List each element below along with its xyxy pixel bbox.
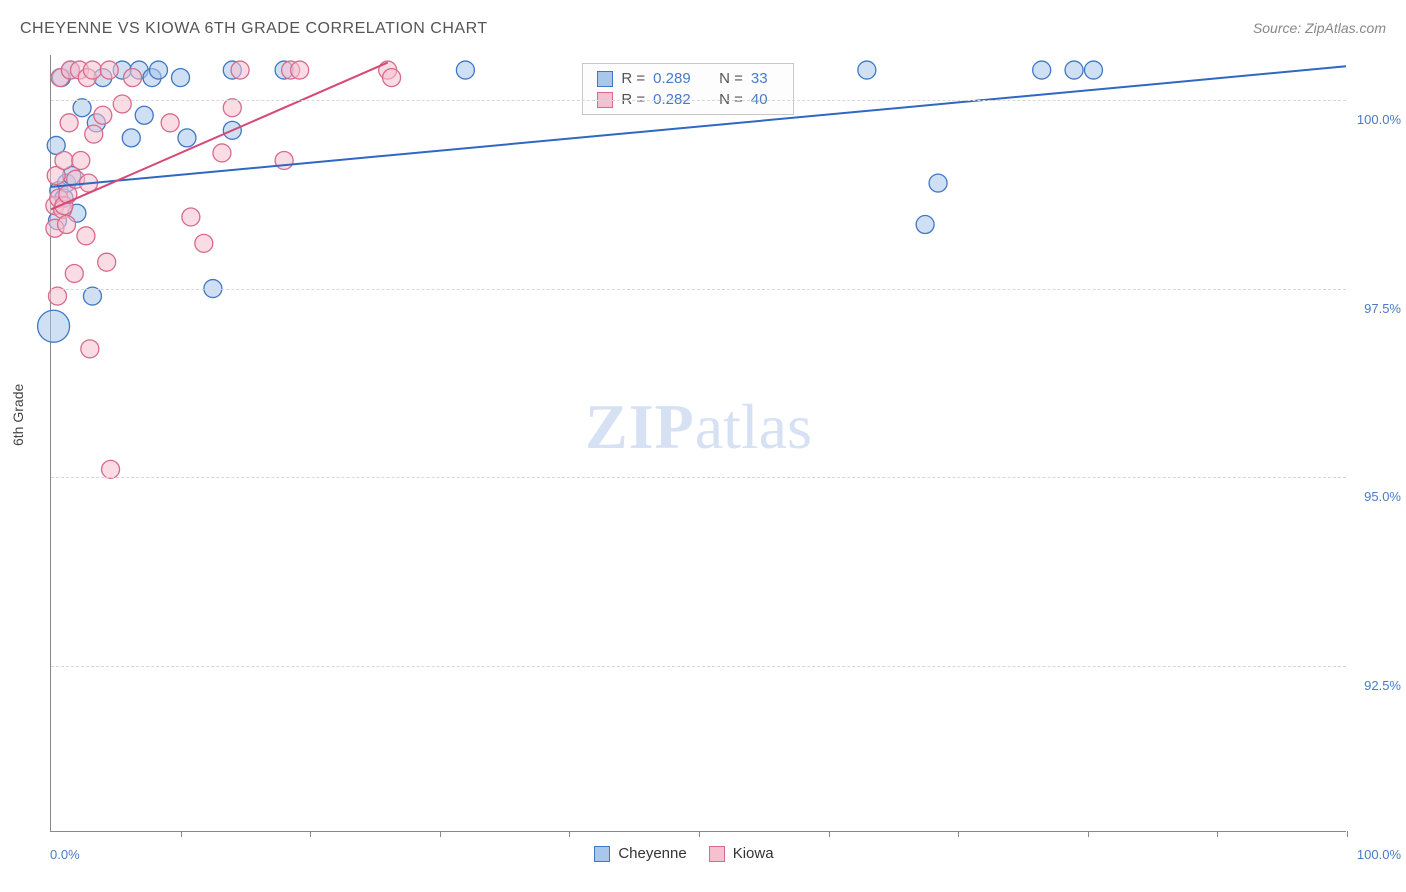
x-tick <box>1088 831 1089 837</box>
data-point <box>98 253 116 271</box>
plot-canvas: ZIPatlas R =0.289N =33R =0.282N =40 100.… <box>50 55 1346 832</box>
data-point <box>124 69 142 87</box>
plot-area: ZIPatlas R =0.289N =33R =0.282N =40 100.… <box>50 55 1346 832</box>
x-tick <box>569 831 570 837</box>
data-point <box>83 61 101 79</box>
y-tick-label: 95.0% <box>1351 489 1401 504</box>
x-tick <box>699 831 700 837</box>
grid-line <box>51 100 1346 101</box>
data-point <box>122 129 140 147</box>
grid-line <box>51 289 1346 290</box>
data-point <box>172 69 190 87</box>
data-point <box>102 460 120 478</box>
x-tick <box>181 831 182 837</box>
x-tick <box>958 831 959 837</box>
x-tick <box>1347 831 1348 837</box>
data-point <box>55 151 73 169</box>
data-point <box>275 151 293 169</box>
data-point <box>916 216 934 234</box>
chart-title: CHEYENNE VS KIOWA 6TH GRADE CORRELATION … <box>20 20 488 37</box>
data-point <box>178 129 196 147</box>
data-point <box>38 310 70 342</box>
data-point <box>195 234 213 252</box>
r-label: R = <box>621 70 645 87</box>
legend-swatch <box>594 846 610 862</box>
series-name: Kiowa <box>733 845 774 862</box>
series-legend: Cheyenne Kiowa <box>594 845 773 862</box>
n-label: N = <box>719 70 743 87</box>
y-axis-label: 6th Grade <box>10 384 26 446</box>
n-value: 33 <box>751 70 779 87</box>
data-point <box>72 151 90 169</box>
x-axis-max-label: 100.0% <box>1357 847 1401 862</box>
data-point <box>231 61 249 79</box>
series-legend-item: Cheyenne <box>594 845 686 862</box>
data-point <box>58 216 76 234</box>
r-value: 0.289 <box>653 70 703 87</box>
data-point <box>85 125 103 143</box>
data-point <box>213 144 231 162</box>
chart-header: CHEYENNE VS KIOWA 6TH GRADE CORRELATION … <box>20 20 1386 50</box>
y-tick-label: 100.0% <box>1351 112 1401 127</box>
data-point <box>929 174 947 192</box>
data-point <box>135 106 153 124</box>
grid-line <box>51 477 1346 478</box>
data-point <box>77 227 95 245</box>
x-axis-min-label: 0.0% <box>50 847 80 862</box>
data-point <box>60 114 78 132</box>
series-legend-item: Kiowa <box>709 845 774 862</box>
data-point <box>383 69 401 87</box>
data-point <box>149 61 167 79</box>
series-name: Cheyenne <box>618 845 686 862</box>
x-tick <box>1217 831 1218 837</box>
data-point <box>858 61 876 79</box>
legend-swatch <box>597 71 613 87</box>
x-tick <box>829 831 830 837</box>
y-tick-label: 92.5% <box>1351 678 1401 693</box>
data-point <box>291 61 309 79</box>
legend-swatch <box>709 846 725 862</box>
source-label: Source: ZipAtlas.com <box>1253 20 1386 36</box>
data-point <box>456 61 474 79</box>
correlation-legend-row: R = 0.289 N = 33 <box>583 68 793 89</box>
data-point <box>113 95 131 113</box>
data-point <box>182 208 200 226</box>
data-point <box>73 99 91 117</box>
grid-line <box>51 666 1346 667</box>
data-point <box>81 340 99 358</box>
data-point <box>100 61 118 79</box>
data-point <box>161 114 179 132</box>
y-tick-label: 97.5% <box>1351 301 1401 316</box>
data-point <box>223 99 241 117</box>
data-point <box>94 106 112 124</box>
correlation-legend: R =0.289N =33R =0.282N =40 <box>582 63 794 115</box>
data-point <box>1084 61 1102 79</box>
data-point <box>1033 61 1051 79</box>
data-point <box>1065 61 1083 79</box>
data-point <box>65 264 83 282</box>
x-tick <box>310 831 311 837</box>
x-tick <box>440 831 441 837</box>
svg-layer <box>51 55 1346 831</box>
